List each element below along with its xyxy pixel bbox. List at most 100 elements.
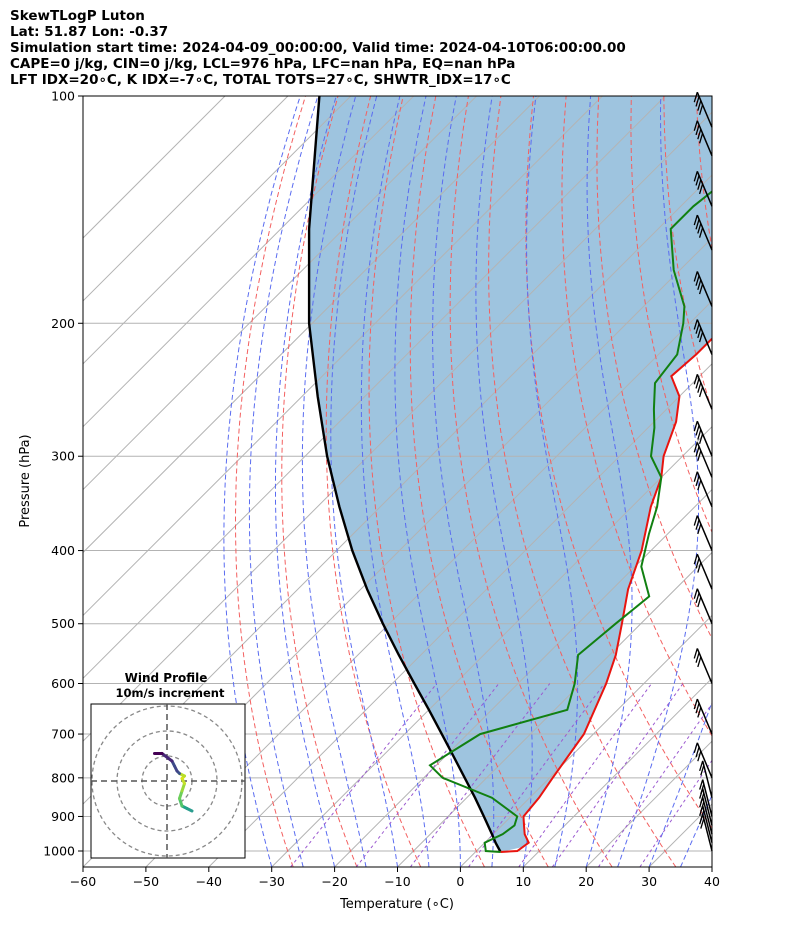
- hodograph-inset: Wind Profile 10m/s increment: [90, 671, 246, 859]
- barb-staff: [701, 779, 713, 817]
- barb-feather: [697, 523, 702, 535]
- barb-staff: [701, 813, 713, 852]
- wind-barb: [693, 553, 713, 590]
- barb-feather: [695, 746, 700, 758]
- barb-feather: [695, 175, 700, 186]
- barb-feather: [697, 100, 702, 111]
- barb-feather: [695, 378, 700, 389]
- moist-adiabat: [274, 96, 337, 867]
- barb-feather: [697, 751, 702, 762]
- wind-barbs: [693, 91, 713, 852]
- y-tick-label: 400: [51, 543, 75, 558]
- barb-feather: [698, 331, 704, 343]
- barb-feather: [699, 760, 704, 772]
- barb-feather: [693, 374, 698, 385]
- mixing-ratio-line: [355, 683, 500, 867]
- y-tick-label: 900: [51, 809, 75, 824]
- moist-adiabat: [432, 96, 495, 867]
- barb-staff: [696, 515, 713, 551]
- moist-adiabat: [526, 96, 579, 867]
- barb-feather: [698, 283, 704, 295]
- barb-feather: [697, 596, 702, 608]
- barb-staff: [696, 742, 713, 779]
- x-tick-label: 0: [456, 874, 464, 889]
- mixing-ratio-line: [290, 683, 438, 867]
- x-tick-label: 30: [641, 874, 657, 889]
- isotherm-line: [83, 96, 226, 239]
- barb-feather: [700, 765, 705, 776]
- barb-feather: [698, 133, 704, 144]
- barb-feather: [693, 588, 698, 599]
- mixing-ratio-line: [597, 702, 712, 867]
- x-tick-label: −20: [321, 874, 347, 889]
- barb-staff: [696, 471, 713, 508]
- barb-staff: [696, 120, 713, 157]
- y-axis-label: Pressure (hPa): [18, 434, 33, 527]
- barb-staff: [696, 420, 713, 457]
- isotherm-line: [711, 866, 712, 867]
- moist-adiabat: [301, 96, 367, 867]
- barb-feather: [700, 801, 705, 812]
- barb-feather: [693, 742, 698, 753]
- moist-adiabat: [223, 96, 301, 867]
- barb-staff: [696, 171, 713, 207]
- wind-barb: [693, 420, 713, 457]
- barb-feather: [693, 171, 698, 182]
- barb-feather: [695, 475, 700, 487]
- moist-adiabat: [360, 96, 430, 867]
- isotherm-line: [522, 677, 712, 867]
- dry-adiabat: [235, 96, 306, 867]
- dry-adiabat: [762, 96, 794, 867]
- wind-barb: [693, 120, 713, 157]
- parcel-profile-line: [307, 96, 502, 853]
- y-tick-label: 300: [51, 449, 75, 464]
- x-tick-label: −50: [133, 874, 159, 889]
- wind-barb: [693, 698, 713, 735]
- location-line: Lat: 51.87 Lon: -0.37: [10, 24, 169, 40]
- dry-adiabat: [449, 96, 613, 867]
- moist-adiabat: [248, 96, 319, 867]
- barb-staff: [696, 319, 713, 355]
- barb-feather: [695, 446, 700, 457]
- wind-barb: [693, 271, 713, 307]
- x-tick-label: −40: [196, 874, 222, 889]
- barb-feather: [693, 421, 698, 432]
- barb-staff: [696, 553, 713, 590]
- barb-feather: [697, 382, 702, 393]
- barb-feather: [693, 319, 698, 330]
- barb-feather: [695, 219, 700, 230]
- barb-feather: [698, 183, 704, 195]
- wind-barb: [693, 171, 713, 207]
- mixing-ratio-line: [551, 683, 684, 867]
- dry-adiabat: [525, 96, 712, 829]
- barb-feather: [697, 656, 702, 668]
- background-lines: [83, 96, 794, 867]
- moist-adiabat: [330, 96, 398, 867]
- barb-feather: [693, 553, 698, 565]
- barb-feather: [700, 783, 705, 795]
- barb-staff: [696, 214, 713, 251]
- barb-feather: [693, 92, 698, 103]
- cape-cin-fill: [309, 96, 712, 852]
- isotherm-line: [775, 96, 794, 867]
- dry-adiabat: [729, 96, 794, 867]
- y-tick-label: 200: [51, 316, 75, 331]
- barb-feather: [695, 275, 700, 286]
- dry-adiabat: [409, 96, 549, 867]
- x-tick-label: −60: [70, 874, 96, 889]
- barb-feather: [693, 442, 698, 453]
- barb-feather: [697, 450, 702, 461]
- x-axis: −60 −50 −40 −30 −20 −10 0 10 20 30 40: [70, 867, 720, 889]
- moist-adiabat: [648, 700, 712, 867]
- wind-barb: [693, 742, 713, 779]
- x-tick-label: −30: [259, 874, 285, 889]
- barb-feather: [700, 818, 705, 829]
- barb-staff: [696, 588, 713, 625]
- barb-staff: [701, 805, 713, 843]
- barb-staff: [696, 442, 713, 478]
- wind-barb: [693, 91, 713, 128]
- barb-feather: [693, 120, 698, 131]
- barb-staff: [696, 271, 713, 307]
- barb-feather: [695, 323, 700, 334]
